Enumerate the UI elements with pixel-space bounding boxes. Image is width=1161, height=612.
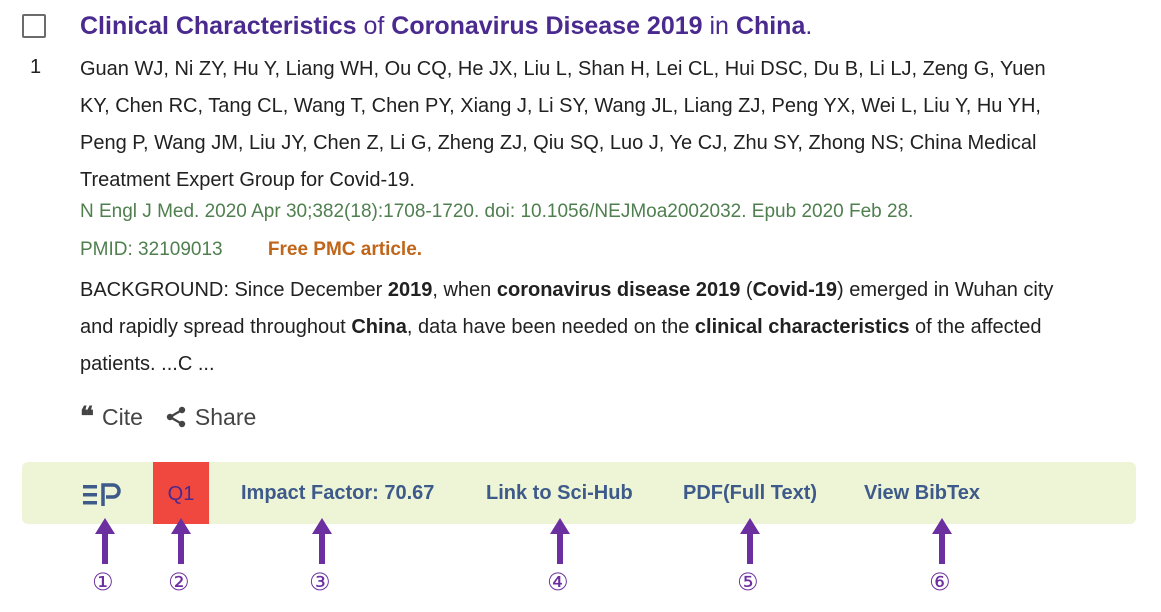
pmid-row: PMID: 32109013 Free PMC article.: [80, 239, 422, 261]
annotation-marker-2: ②: [168, 568, 190, 596]
article-title-link[interactable]: Clinical Characteristics of Coronavirus …: [80, 12, 812, 41]
view-bibtex-link[interactable]: View BibTex: [864, 482, 980, 504]
arrow-up-icon: [95, 518, 115, 564]
impact-factor-label: Impact Factor: 70.67: [241, 482, 435, 504]
annotation-marker-4: ④: [547, 568, 569, 596]
snippet-text: ) emerged in Wuhan city and rapidly spre…: [80, 279, 1054, 338]
result-number: 1: [30, 56, 42, 78]
authors: Guan WJ, Ni ZY, Hu Y, Liang WH, Ou CQ, H…: [80, 58, 1046, 191]
snippet-highlight: coronavirus disease 2019: [496, 279, 741, 301]
pdf-full-text-link[interactable]: PDF(Full Text): [683, 482, 818, 504]
annotation-marker-3: ③: [309, 568, 331, 596]
annotation-marker-6: ⑥: [929, 568, 951, 596]
snippet-text: , when: [432, 279, 497, 301]
quote-icon: ❝: [80, 402, 94, 432]
scihub-link[interactable]: Link to Sci-Hub: [486, 482, 633, 504]
snippet-text: , data have been needed on the: [406, 316, 695, 338]
annotation-marker-1: ①: [92, 568, 114, 596]
annotation-marker-5: ⑤: [737, 568, 759, 596]
snippet-text: (: [740, 279, 753, 301]
share-label: Share: [194, 403, 257, 430]
cite-button[interactable]: ❝ Cite: [80, 402, 143, 432]
journal-quartile-badge: Q1: [153, 462, 209, 524]
arrow-up-icon: [312, 518, 332, 564]
cite-label: Cite: [102, 403, 143, 430]
arrow-up-icon: [932, 518, 952, 564]
easypubmed-logo-icon[interactable]: [82, 482, 122, 508]
select-checkbox[interactable]: [22, 14, 46, 38]
share-icon: [166, 406, 186, 428]
snippet-highlight: Covid-19: [752, 279, 838, 301]
title-highlight: China: [735, 12, 806, 40]
snippet-highlight: clinical characteristics: [694, 316, 910, 338]
arrow-up-icon: [550, 518, 570, 564]
abstract-snippet: BACKGROUND: Since December 2019, when co…: [80, 272, 1090, 383]
share-button[interactable]: Share: [165, 402, 256, 432]
free-pmc-article-link[interactable]: Free PMC article.: [267, 239, 423, 260]
journal-citation: N Engl J Med. 2020 Apr 30;382(18):1708-1…: [80, 201, 914, 222]
arrow-up-icon: [740, 518, 760, 564]
title-text: .: [805, 12, 813, 40]
title-highlight: Clinical Characteristics: [80, 12, 357, 40]
snippet-text: BACKGROUND: Since December: [80, 279, 388, 301]
snippet-highlight: China: [351, 316, 407, 338]
title-text: in: [702, 12, 736, 40]
snippet-text: of the affected patients. ...C ...: [80, 316, 1042, 375]
arrow-up-icon: [171, 518, 191, 564]
title-highlight: Coronavirus Disease 2019: [391, 12, 703, 40]
pmid: PMID: 32109013: [80, 239, 223, 260]
title-text: of: [356, 12, 392, 40]
snippet-highlight: 2019: [387, 279, 433, 301]
result-actions: ❝ Cite Share: [80, 402, 256, 432]
